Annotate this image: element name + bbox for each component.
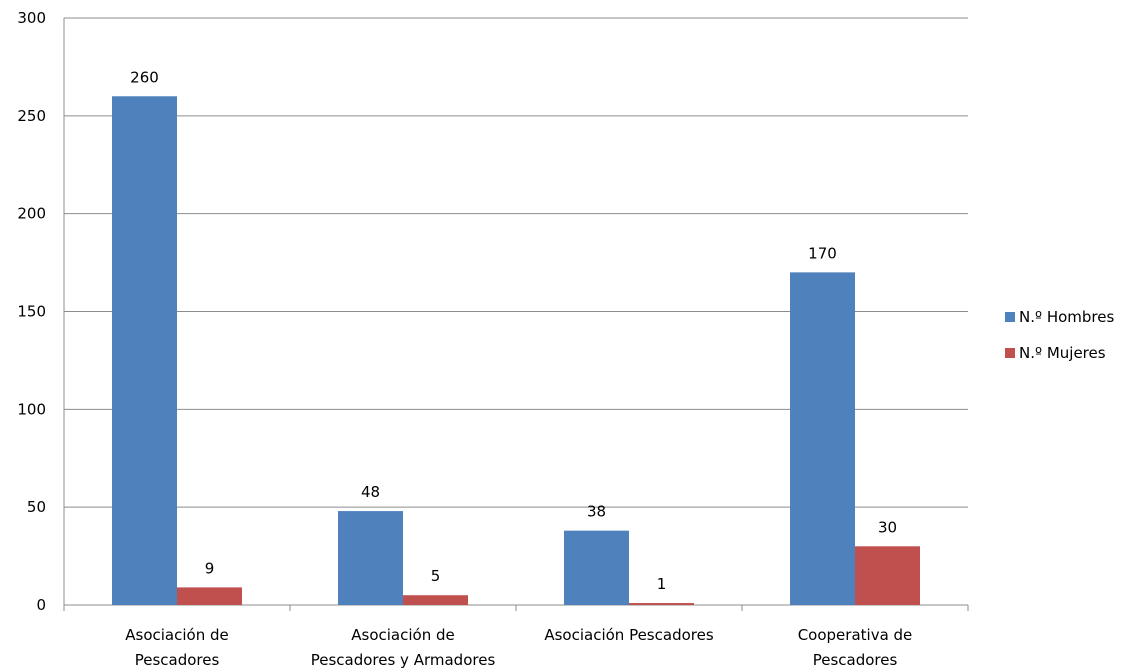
x-category-label: Asociación de xyxy=(351,626,454,644)
bar-hombres xyxy=(790,272,855,605)
legend-label: N.º Mujeres xyxy=(1019,344,1106,362)
bar-mujeres xyxy=(177,587,242,605)
data-label: 38 xyxy=(587,503,606,521)
data-label: 5 xyxy=(431,567,441,585)
y-tick-label: 150 xyxy=(17,303,46,321)
x-category-label: Pescadores y Armadores xyxy=(311,651,496,669)
y-tick-label: 300 xyxy=(17,9,46,27)
legend-label: N.º Hombres xyxy=(1019,308,1114,326)
x-category-label: Pescadores xyxy=(813,651,898,669)
x-category-label: Asociación de xyxy=(125,626,228,644)
bar-mujeres xyxy=(403,595,468,605)
bar-hombres xyxy=(564,530,629,605)
data-label: 30 xyxy=(878,518,897,536)
bar-mujeres xyxy=(629,603,694,605)
x-category-label: Asociación Pescadores xyxy=(544,626,713,644)
y-tick-label: 100 xyxy=(17,400,46,418)
data-label: 170 xyxy=(808,244,837,262)
data-label: 1 xyxy=(657,575,667,593)
y-tick-label: 50 xyxy=(27,498,46,516)
data-label: 9 xyxy=(205,559,215,577)
x-category-label: Pescadores xyxy=(135,651,220,669)
legend-swatch xyxy=(1005,348,1015,358)
y-tick-label: 200 xyxy=(17,205,46,223)
data-label: 260 xyxy=(130,68,159,86)
bar-hombres xyxy=(338,511,403,605)
y-tick-label: 0 xyxy=(36,596,46,614)
bar-hombres xyxy=(112,96,177,606)
data-label: 48 xyxy=(361,483,380,501)
y-tick-label: 250 xyxy=(17,107,46,125)
legend-swatch xyxy=(1005,312,1015,322)
x-category-label: Cooperativa de xyxy=(798,626,913,644)
bar-mujeres xyxy=(855,546,920,605)
